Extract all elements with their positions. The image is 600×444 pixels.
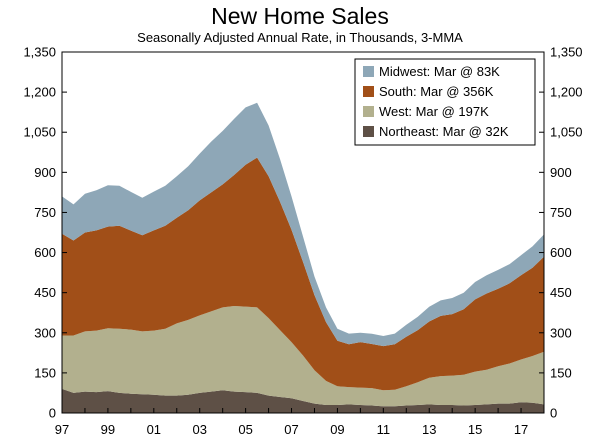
y-tick-label-left: 1,050 (23, 125, 56, 140)
series-area-west (62, 306, 544, 407)
chart-subtitle: Seasonally Adjusted Annual Rate, in Thou… (137, 30, 463, 45)
x-tick-label: 11 (377, 422, 391, 437)
y-tick-label-left: 300 (34, 325, 56, 340)
y-tick-label-right: 900 (550, 165, 572, 180)
y-tick-label-right: 450 (550, 285, 572, 300)
y-tick-label-left: 750 (34, 205, 56, 220)
y-tick-label-right: 0 (550, 406, 557, 421)
x-tick-label: 03 (192, 422, 206, 437)
legend-label-northeast: Northeast: Mar @ 32K (379, 124, 509, 139)
y-tick-label-left: 150 (34, 365, 56, 380)
y-tick-label-right: 1,050 (550, 125, 583, 140)
legend-swatch-midwest (363, 66, 374, 77)
legend-swatch-northeast (363, 126, 374, 137)
y-tick-label-left: 0 (49, 406, 56, 421)
legend-box (354, 58, 536, 146)
x-tick-label: 99 (101, 422, 115, 437)
legend-label-midwest: Midwest: Mar @ 83K (379, 64, 500, 79)
x-tick-label: 17 (514, 422, 528, 437)
y-tick-label-left: 450 (34, 285, 56, 300)
y-tick-label-left: 900 (34, 165, 56, 180)
legend-swatch-west (363, 106, 374, 117)
legend-swatch-south (363, 86, 374, 97)
legend-label-west: West: Mar @ 197K (379, 104, 489, 119)
y-tick-label-right: 150 (550, 365, 572, 380)
y-tick-label-right: 750 (550, 205, 572, 220)
y-tick-label-right: 1,350 (550, 45, 583, 60)
y-tick-label-right: 1,200 (550, 85, 583, 100)
x-tick-label: 15 (468, 422, 482, 437)
y-tick-label-left: 1,200 (23, 85, 56, 100)
chart-title: New Home Sales (211, 3, 389, 29)
y-tick-label-right: 600 (550, 245, 572, 260)
x-tick-label: 05 (238, 422, 252, 437)
y-tick-label-left: 1,350 (23, 45, 56, 60)
x-tick-label: 07 (284, 422, 298, 437)
plot-frame (61, 51, 545, 414)
x-tick-label: 13 (422, 422, 436, 437)
y-tick-label-left: 600 (34, 245, 56, 260)
x-tick-label: 97 (55, 422, 69, 437)
x-tick-label: 01 (147, 422, 161, 437)
series-area-south (62, 157, 544, 391)
legend: Midwest: Mar @ 83K South: Mar @ 356K West:… (354, 58, 536, 146)
y-tick-label-right: 300 (550, 325, 572, 340)
series-area-northeast (62, 388, 544, 413)
series-area-midwest (62, 102, 544, 347)
x-tick-label: 09 (330, 422, 344, 437)
legend-label-south: South: Mar @ 356K (379, 84, 494, 99)
